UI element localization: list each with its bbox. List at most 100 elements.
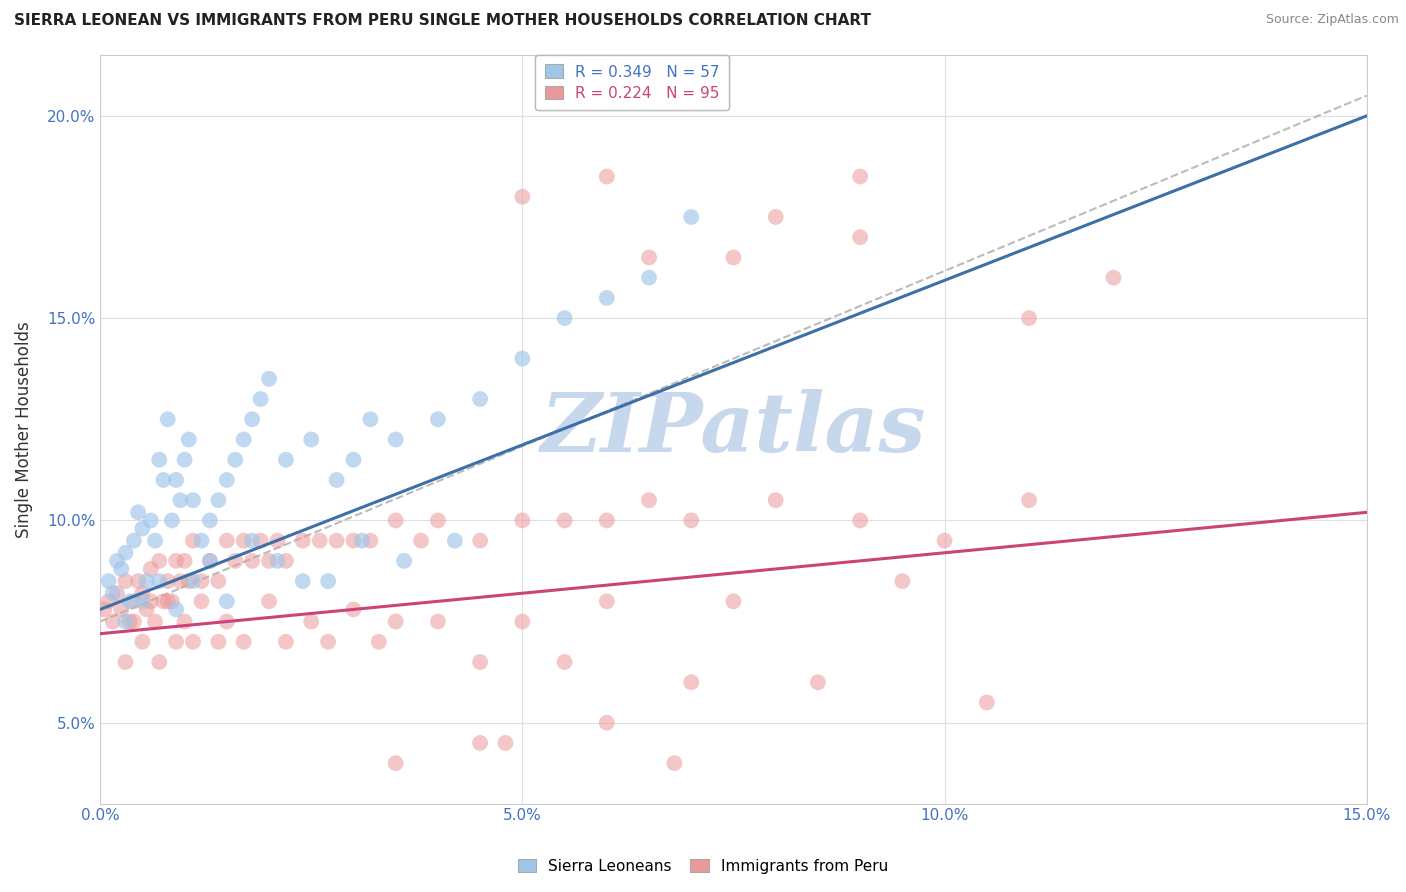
Point [207, 493, 229, 508]
Point [638, 270, 661, 285]
Point [165, 602, 187, 616]
Point [110, 602, 132, 616]
Legend: R = 0.349   N = 57, R = 0.224   N = 95: R = 0.349 N = 57, R = 0.224 N = 95 [536, 55, 728, 110]
Point [512, 351, 534, 366]
Point [101, 586, 124, 600]
Point [148, 452, 170, 467]
Point [131, 634, 153, 648]
Point [198, 554, 221, 568]
Point [765, 210, 787, 224]
Point [143, 533, 166, 548]
Point [342, 533, 364, 548]
Point [160, 594, 183, 608]
Point [156, 594, 179, 608]
Point [596, 513, 619, 527]
Point [849, 169, 872, 184]
Point [266, 554, 288, 568]
Point [257, 372, 280, 386]
Point [664, 756, 686, 771]
Point [274, 452, 297, 467]
Point [97, 594, 120, 608]
Point [723, 251, 745, 265]
Point [1018, 493, 1040, 508]
Point [127, 505, 149, 519]
Point [139, 594, 162, 608]
Point [468, 392, 491, 406]
Point [249, 392, 271, 406]
Point [596, 594, 619, 608]
Point [291, 574, 314, 588]
Point [114, 655, 136, 669]
Point [148, 574, 170, 588]
Point [299, 433, 322, 447]
Point [169, 493, 191, 508]
Point [554, 513, 576, 527]
Point [215, 615, 238, 629]
Point [554, 311, 576, 326]
Point [681, 210, 703, 224]
Point [891, 574, 914, 588]
Point [342, 602, 364, 616]
Point [181, 493, 204, 508]
Text: SIERRA LEONEAN VS IMMIGRANTS FROM PERU SINGLE MOTHER HOUSEHOLDS CORRELATION CHAR: SIERRA LEONEAN VS IMMIGRANTS FROM PERU S… [14, 13, 872, 29]
Point [101, 615, 124, 629]
Point [976, 696, 998, 710]
Point [638, 493, 661, 508]
Point [426, 615, 449, 629]
Point [350, 533, 373, 548]
Point [190, 574, 212, 588]
Point [638, 251, 661, 265]
Point [122, 594, 145, 608]
Point [426, 412, 449, 426]
Point [359, 533, 381, 548]
Point [468, 736, 491, 750]
Point [110, 562, 132, 576]
Point [105, 554, 128, 568]
Point [97, 574, 120, 588]
Point [131, 586, 153, 600]
Point [274, 634, 297, 648]
Legend: Sierra Leoneans, Immigrants from Peru: Sierra Leoneans, Immigrants from Peru [512, 853, 894, 880]
Point [181, 533, 204, 548]
Point [224, 452, 246, 467]
Point [190, 594, 212, 608]
Point [512, 513, 534, 527]
Point [114, 615, 136, 629]
Point [173, 452, 195, 467]
Point [232, 533, 254, 548]
Point [257, 594, 280, 608]
Point [207, 574, 229, 588]
Point [148, 554, 170, 568]
Point [723, 594, 745, 608]
Point [181, 634, 204, 648]
Point [165, 554, 187, 568]
Point [274, 554, 297, 568]
Point [367, 634, 389, 648]
Point [198, 554, 221, 568]
Point [114, 574, 136, 588]
Point [443, 533, 465, 548]
Point [495, 736, 517, 750]
Point [93, 602, 115, 616]
Point [596, 291, 619, 305]
Point [165, 634, 187, 648]
Point [849, 230, 872, 244]
Point [1102, 270, 1125, 285]
Point [173, 615, 195, 629]
Point [160, 513, 183, 527]
Point [308, 533, 330, 548]
Point [240, 533, 263, 548]
Point [127, 574, 149, 588]
Point [468, 533, 491, 548]
Point [681, 513, 703, 527]
Point [596, 715, 619, 730]
Point [240, 554, 263, 568]
Point [384, 756, 406, 771]
Point [177, 574, 200, 588]
Point [190, 533, 212, 548]
Point [807, 675, 830, 690]
Point [596, 169, 619, 184]
Point [181, 574, 204, 588]
Point [512, 190, 534, 204]
Point [207, 634, 229, 648]
